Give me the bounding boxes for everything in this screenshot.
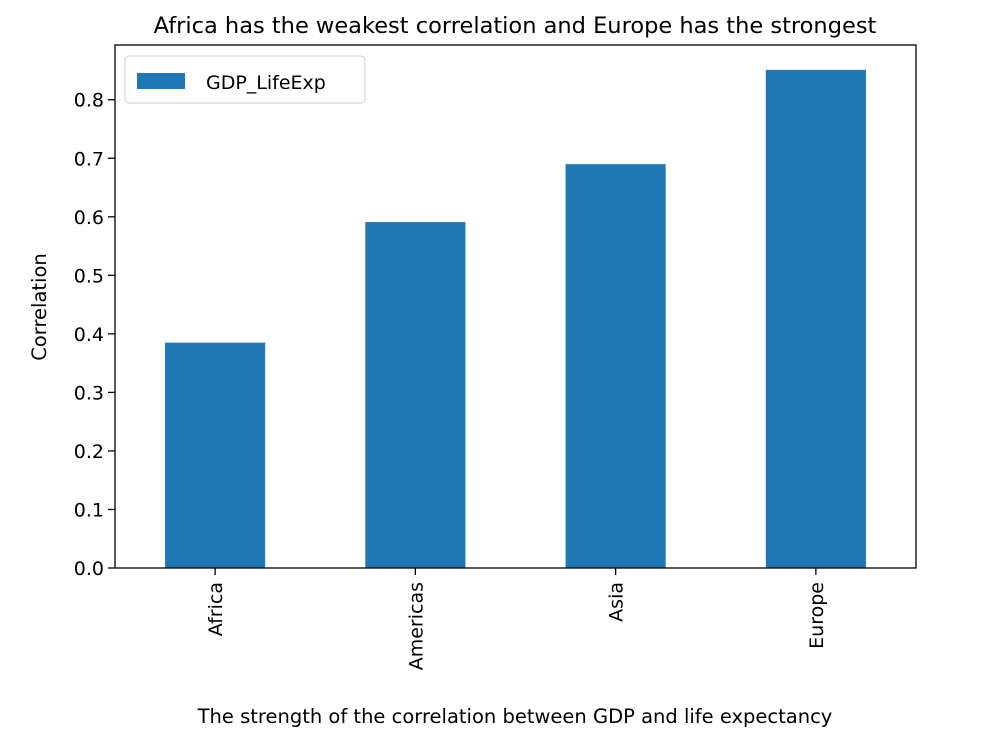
y-tick-label: 0.4: [74, 324, 104, 346]
y-tick-label: 0.8: [74, 90, 104, 112]
y-axis-label: Correlation: [28, 253, 51, 361]
x-tick-label-africa: Africa: [205, 582, 227, 636]
x-axis-label: The strength of the correlation between …: [197, 705, 833, 728]
legend: GDP_LifeExp: [124, 55, 366, 104]
legend-label: GDP_LifeExp: [206, 72, 326, 94]
chart-title: Africa has the weakest correlation and E…: [154, 13, 877, 39]
y-tick-label: 0.3: [74, 382, 104, 404]
x-tick-label-asia: Asia: [606, 582, 628, 622]
y-tick-label: 0.0: [74, 558, 104, 580]
x-tick-label-europe: Europe: [806, 582, 828, 649]
y-tick-label: 0.7: [74, 148, 104, 170]
bar-africa: [165, 342, 266, 568]
y-tick-label: 0.2: [74, 441, 104, 463]
x-axis: Africa Americas Asia Europe: [205, 568, 828, 670]
plot-area-frame: [114, 44, 917, 569]
x-tick-label-americas: Americas: [405, 582, 427, 670]
y-axis: 0.0 0.1 0.2 0.3 0.4 0.5 0.6 0.7 0.8: [74, 90, 115, 580]
legend-box: [124, 55, 366, 104]
legend-swatch: [137, 73, 185, 89]
bars-layer: [165, 69, 866, 568]
bar-asia: [565, 164, 666, 568]
y-tick-label: 0.5: [74, 265, 104, 287]
bar-europe: [765, 69, 866, 568]
y-tick-label: 0.6: [74, 207, 104, 229]
y-tick-label: 0.1: [74, 499, 104, 521]
bar-americas: [365, 222, 466, 568]
